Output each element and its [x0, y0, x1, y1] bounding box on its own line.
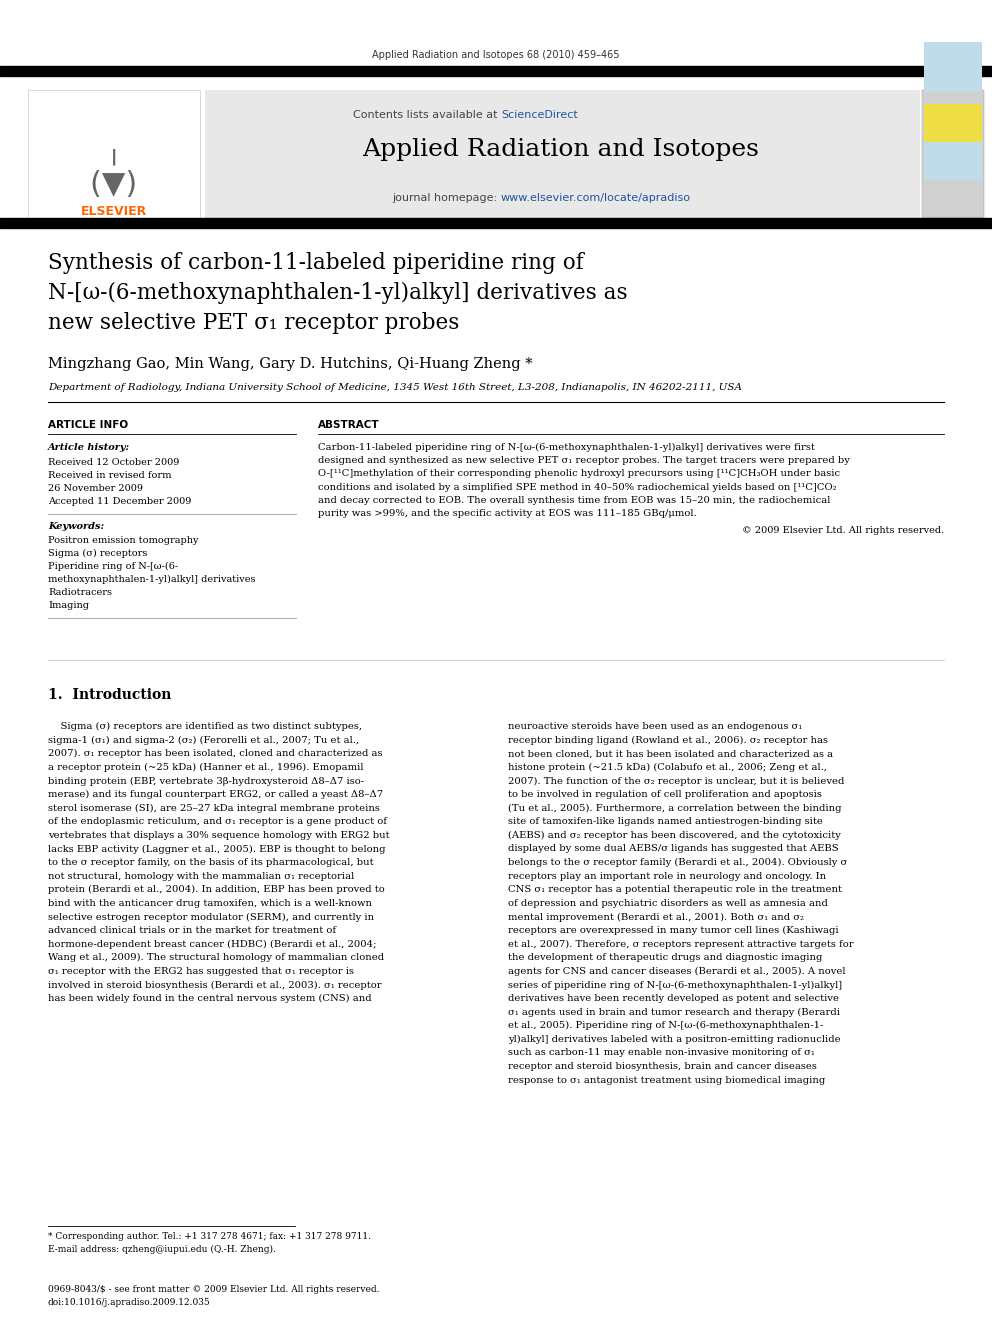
Text: (Tu et al., 2005). Furthermore, a correlation between the binding: (Tu et al., 2005). Furthermore, a correl… — [508, 803, 841, 812]
Text: Contents lists available at: Contents lists available at — [353, 110, 501, 120]
Text: hormone-dependent breast cancer (HDBC) (Berardi et al., 2004;: hormone-dependent breast cancer (HDBC) (… — [48, 939, 377, 949]
Text: www.elsevier.com/locate/apradiso: www.elsevier.com/locate/apradiso — [501, 193, 691, 202]
Bar — [0, 66, 992, 75]
Text: has been widely found in the central nervous system (CNS) and: has been widely found in the central ner… — [48, 994, 372, 1003]
Bar — [0, 218, 992, 228]
Text: Received in revised form: Received in revised form — [48, 471, 172, 480]
Text: Article history:: Article history: — [48, 443, 130, 452]
Bar — [205, 90, 920, 218]
Text: a receptor protein (~25 kDa) (Hanner et al., 1996). Emopamil: a receptor protein (~25 kDa) (Hanner et … — [48, 763, 363, 771]
Text: selective estrogen receptor modulator (SERM), and currently in: selective estrogen receptor modulator (S… — [48, 913, 374, 922]
Text: to be involved in regulation of cell proliferation and apoptosis: to be involved in regulation of cell pro… — [508, 790, 822, 799]
Text: to the σ receptor family, on the basis of its pharmacological, but: to the σ receptor family, on the basis o… — [48, 859, 374, 867]
Text: Sigma (σ) receptors are identified as two distinct subtypes,: Sigma (σ) receptors are identified as tw… — [48, 722, 362, 732]
Text: doi:10.1016/j.apradiso.2009.12.035: doi:10.1016/j.apradiso.2009.12.035 — [48, 1298, 210, 1307]
Text: agents for CNS and cancer diseases (Berardi et al., 2005). A novel: agents for CNS and cancer diseases (Bera… — [508, 967, 845, 976]
Text: advanced clinical trials or in the market for treatment of: advanced clinical trials or in the marke… — [48, 926, 336, 935]
Text: Positron emission tomography: Positron emission tomography — [48, 536, 198, 545]
Text: receptor and steroid biosynthesis, brain and cancer diseases: receptor and steroid biosynthesis, brain… — [508, 1062, 816, 1072]
Text: Received 12 October 2009: Received 12 October 2009 — [48, 458, 180, 467]
Text: Sigma (σ) receptors: Sigma (σ) receptors — [48, 549, 148, 558]
Bar — [924, 105, 982, 142]
Bar — [924, 142, 982, 180]
Text: lacks EBP activity (Laggner et al., 2005). EBP is thought to belong: lacks EBP activity (Laggner et al., 2005… — [48, 844, 386, 853]
Text: not structural, homology with the mammalian σ₁ receptorial: not structural, homology with the mammal… — [48, 872, 354, 881]
Text: binding protein (EBP, vertebrate 3β-hydroxysteroid Δ8–Δ7 iso-: binding protein (EBP, vertebrate 3β-hydr… — [48, 777, 364, 786]
Text: 26 November 2009: 26 November 2009 — [48, 484, 143, 493]
Text: displayed by some dual AEBS/σ ligands has suggested that AEBS: displayed by some dual AEBS/σ ligands ha… — [508, 844, 838, 853]
Text: the development of therapeutic drugs and diagnostic imaging: the development of therapeutic drugs and… — [508, 953, 822, 962]
Text: et al., 2007). Therefore, σ receptors represent attractive targets for: et al., 2007). Therefore, σ receptors re… — [508, 939, 854, 949]
Text: series of piperidine ring of N-[ω-(6-methoxynaphthalen-1-yl)alkyl]: series of piperidine ring of N-[ω-(6-met… — [508, 980, 842, 990]
Text: ELSEVIER: ELSEVIER — [81, 205, 147, 218]
Text: ABSTRACT: ABSTRACT — [318, 419, 380, 430]
Text: 2007). The function of the σ₂ receptor is unclear, but it is believed: 2007). The function of the σ₂ receptor i… — [508, 777, 844, 786]
Text: yl)alkyl] derivatives labeled with a positron-emitting radionuclide: yl)alkyl] derivatives labeled with a pos… — [508, 1035, 840, 1044]
Text: neuroactive steroids have been used as an endogenous σ₁: neuroactive steroids have been used as a… — [508, 722, 803, 732]
Bar — [922, 90, 984, 218]
Text: designed and synthesized as new selective PET σ₁ receptor probes. The target tra: designed and synthesized as new selectiv… — [318, 456, 850, 466]
Text: Keywords:: Keywords: — [48, 523, 104, 531]
Text: O-[¹¹C]methylation of their corresponding phenolic hydroxyl precursors using [¹¹: O-[¹¹C]methylation of their correspondin… — [318, 470, 840, 479]
Text: and decay corrected to EOB. The overall synthesis time from EOB was 15–20 min, t: and decay corrected to EOB. The overall … — [318, 496, 830, 505]
Text: involved in steroid biosynthesis (Berardi et al., 2003). σ₁ receptor: involved in steroid biosynthesis (Berard… — [48, 980, 382, 990]
Text: ARTICLE INFO: ARTICLE INFO — [48, 419, 128, 430]
Text: E-mail address: qzheng@iupui.edu (Q.-H. Zheng).: E-mail address: qzheng@iupui.edu (Q.-H. … — [48, 1245, 276, 1254]
Bar — [924, 42, 982, 93]
Text: vertebrates that displays a 30% sequence homology with ERG2 but: vertebrates that displays a 30% sequence… — [48, 831, 390, 840]
Text: Applied Radiation and Isotopes 68 (2010) 459–465: Applied Radiation and Isotopes 68 (2010)… — [372, 50, 620, 60]
Text: (AEBS) and σ₂ receptor has been discovered, and the cytotoxicity: (AEBS) and σ₂ receptor has been discover… — [508, 831, 841, 840]
Text: Applied Radiation and Isotopes: Applied Radiation and Isotopes — [362, 138, 759, 161]
Text: ScienceDirect: ScienceDirect — [501, 110, 577, 120]
Text: Wang et al., 2009). The structural homology of mammalian cloned: Wang et al., 2009). The structural homol… — [48, 953, 384, 962]
Text: Synthesis of carbon-11-labeled piperidine ring of: Synthesis of carbon-11-labeled piperidin… — [48, 251, 583, 274]
Text: 2007). σ₁ receptor has been isolated, cloned and characterized as: 2007). σ₁ receptor has been isolated, cl… — [48, 749, 383, 758]
Text: conditions and isolated by a simplified SPE method in 40–50% radiochemical yield: conditions and isolated by a simplified … — [318, 483, 836, 492]
Text: * Corresponding author. Tel.: +1 317 278 4671; fax: +1 317 278 9711.: * Corresponding author. Tel.: +1 317 278… — [48, 1232, 371, 1241]
Text: (⁠▼): (⁠▼) — [90, 169, 138, 198]
Text: © 2009 Elsevier Ltd. All rights reserved.: © 2009 Elsevier Ltd. All rights reserved… — [742, 527, 944, 536]
Text: 1.  Introduction: 1. Introduction — [48, 688, 172, 703]
Text: 0969-8043/$ - see front matter © 2009 Elsevier Ltd. All rights reserved.: 0969-8043/$ - see front matter © 2009 El… — [48, 1285, 380, 1294]
Text: σ₁ agents used in brain and tumor research and therapy (Berardi: σ₁ agents used in brain and tumor resear… — [508, 1008, 840, 1016]
Text: purity was >99%, and the specific activity at EOS was 111–185 GBq/μmol.: purity was >99%, and the specific activi… — [318, 509, 696, 519]
Text: mental improvement (Berardi et al., 2001). Both σ₁ and σ₂: mental improvement (Berardi et al., 2001… — [508, 913, 804, 922]
Text: Department of Radiology, Indiana University School of Medicine, 1345 West 16th S: Department of Radiology, Indiana Univers… — [48, 382, 742, 392]
Bar — [28, 90, 200, 218]
Text: Piperidine ring of N-[ω-(6-: Piperidine ring of N-[ω-(6- — [48, 562, 179, 572]
Text: site of tamoxifen-like ligands named antiestrogen-binding site: site of tamoxifen-like ligands named ant… — [508, 818, 823, 826]
Text: bind with the anticancer drug tamoxifen, which is a well-known: bind with the anticancer drug tamoxifen,… — [48, 898, 372, 908]
Text: receptors play an important role in neurology and oncology. In: receptors play an important role in neur… — [508, 872, 826, 881]
Text: methoxynaphthalen-1-yl)alkyl] derivatives: methoxynaphthalen-1-yl)alkyl] derivative… — [48, 576, 256, 585]
Text: belongs to the σ receptor family (Berardi et al., 2004). Obviously σ: belongs to the σ receptor family (Berard… — [508, 859, 847, 867]
Text: not been cloned, but it has been isolated and characterized as a: not been cloned, but it has been isolate… — [508, 749, 833, 758]
Text: N-[ω-(6-methoxynaphthalen-1-yl)alkyl] derivatives as: N-[ω-(6-methoxynaphthalen-1-yl)alkyl] de… — [48, 282, 628, 304]
Text: et al., 2005). Piperidine ring of N-[ω-(6-methoxynaphthalen-1-: et al., 2005). Piperidine ring of N-[ω-(… — [508, 1021, 823, 1031]
Text: receptors are overexpressed in many tumor cell lines (Kashiwagi: receptors are overexpressed in many tumo… — [508, 926, 838, 935]
Text: Imaging: Imaging — [48, 601, 89, 610]
Text: sterol isomerase (SI), are 25–27 kDa integral membrane proteins: sterol isomerase (SI), are 25–27 kDa int… — [48, 803, 380, 812]
Text: receptor binding ligand (Rowland et al., 2006). σ₂ receptor has: receptor binding ligand (Rowland et al.,… — [508, 736, 828, 745]
Text: σ₁ receptor with the ERG2 has suggested that σ₁ receptor is: σ₁ receptor with the ERG2 has suggested … — [48, 967, 354, 976]
Text: Accepted 11 December 2009: Accepted 11 December 2009 — [48, 497, 191, 505]
Text: CNS σ₁ receptor has a potential therapeutic role in the treatment: CNS σ₁ receptor has a potential therapeu… — [508, 885, 842, 894]
Text: of depression and psychiatric disorders as well as amnesia and: of depression and psychiatric disorders … — [508, 898, 828, 908]
Text: such as carbon-11 may enable non-invasive monitoring of σ₁: such as carbon-11 may enable non-invasiv… — [508, 1048, 814, 1057]
Text: merase) and its fungal counterpart ERG2, or called a yeast Δ8–Δ7: merase) and its fungal counterpart ERG2,… — [48, 790, 383, 799]
Text: protein (Berardi et al., 2004). In addition, EBP has been proved to: protein (Berardi et al., 2004). In addit… — [48, 885, 385, 894]
Text: Mingzhang Gao, Min Wang, Gary D. Hutchins, Qi-Huang Zheng *: Mingzhang Gao, Min Wang, Gary D. Hutchin… — [48, 357, 533, 370]
Text: derivatives have been recently developed as potent and selective: derivatives have been recently developed… — [508, 994, 839, 1003]
Text: ┃: ┃ — [110, 148, 118, 164]
Text: of the endoplasmic reticulum, and σ₁ receptor is a gene product of: of the endoplasmic reticulum, and σ₁ rec… — [48, 818, 387, 826]
Text: Radiotracers: Radiotracers — [48, 587, 112, 597]
Text: response to σ₁ antagonist treatment using biomedical imaging: response to σ₁ antagonist treatment usin… — [508, 1076, 825, 1085]
Text: sigma-1 (σ₁) and sigma-2 (σ₂) (Ferorelli et al., 2007; Tu et al.,: sigma-1 (σ₁) and sigma-2 (σ₂) (Ferorelli… — [48, 736, 359, 745]
Text: histone protein (~21.5 kDa) (Colabufo et al., 2006; Zeng et al.,: histone protein (~21.5 kDa) (Colabufo et… — [508, 763, 827, 771]
Text: Carbon-11-labeled piperidine ring of N-[ω-(6-methoxynaphthalen-1-yl)alkyl] deriv: Carbon-11-labeled piperidine ring of N-[… — [318, 443, 814, 452]
Text: new selective PET σ₁ receptor probes: new selective PET σ₁ receptor probes — [48, 312, 459, 333]
Text: journal homepage:: journal homepage: — [392, 193, 501, 202]
